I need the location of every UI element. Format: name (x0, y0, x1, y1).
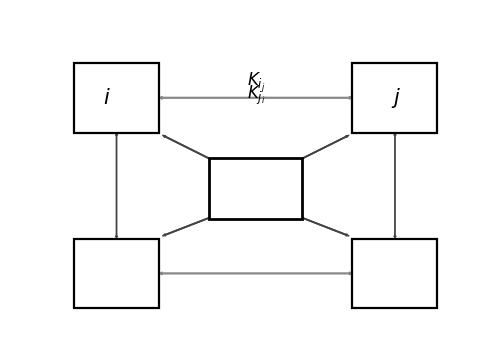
Bar (74, 63, 159, 132)
Bar (352, 239, 438, 308)
Bar (210, 158, 302, 219)
Bar (352, 63, 438, 132)
Text: $i$: $i$ (103, 88, 111, 108)
Text: $j$: $j$ (391, 86, 401, 110)
Bar (74, 239, 159, 308)
Text: $K_{j_i}$: $K_{j_i}$ (247, 83, 265, 106)
Text: $K_{i_j}$: $K_{i_j}$ (247, 70, 265, 94)
